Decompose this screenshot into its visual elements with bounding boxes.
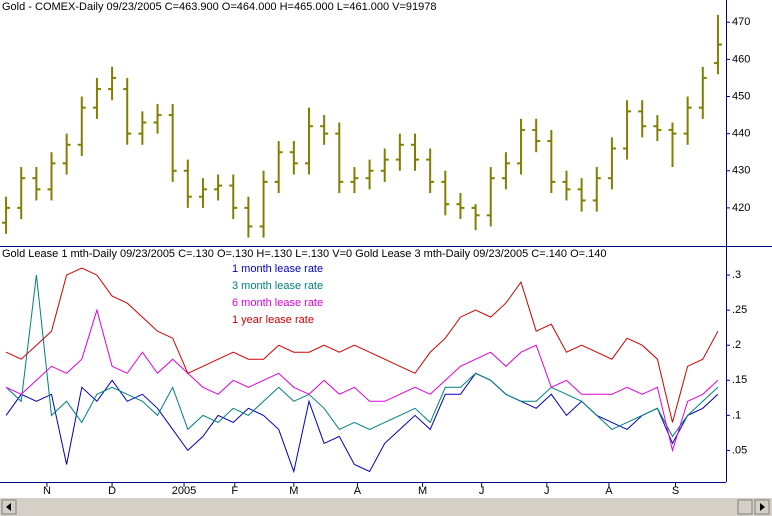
series-line <box>5 267 719 423</box>
y-tick-label: .05 <box>732 444 747 456</box>
legend-label: 1 year lease rate <box>232 314 314 326</box>
legend-label: 1 month lease rate <box>232 263 323 275</box>
series-line <box>5 372 719 474</box>
y-tick-label: .3 <box>732 269 741 281</box>
x-tick-label: J <box>544 485 550 497</box>
y-tick-label: 430 <box>732 165 750 177</box>
x-tick-label: M <box>289 485 298 497</box>
y-tick-label: .1 <box>732 409 741 421</box>
y-tick-label: .25 <box>732 304 747 316</box>
legend-label: 6 month lease rate <box>232 297 323 309</box>
scrollbar[interactable] <box>0 498 772 516</box>
y-tick-label: 470 <box>732 16 750 28</box>
chart-title: Gold Lease 1 mth-Daily 09/23/2005 C=.130… <box>2 248 607 260</box>
arrow-icon <box>760 503 765 511</box>
y-tick-label: 420 <box>732 202 750 214</box>
x-tick-label: 2005 <box>172 485 196 497</box>
x-tick-label: N <box>43 485 51 497</box>
scroll-thumb[interactable] <box>737 499 753 515</box>
y-tick-label: .2 <box>732 339 741 351</box>
x-tick-label: A <box>605 485 613 497</box>
x-tick-label: M <box>418 485 427 497</box>
x-tick-label: F <box>231 485 238 497</box>
y-tick-label: .15 <box>732 374 747 386</box>
series-line <box>5 275 719 438</box>
y-tick-label: 450 <box>732 90 750 102</box>
x-tick-label: S <box>672 485 679 497</box>
arrow-icon <box>6 503 11 511</box>
x-tick-label: J <box>479 485 485 497</box>
x-tick-label: D <box>108 485 116 497</box>
series-line <box>5 308 719 453</box>
x-tick-label: A <box>354 485 362 497</box>
chart-title: Gold - COMEX-Daily 09/23/2005 C=463.900 … <box>2 1 437 13</box>
y-tick-label: 460 <box>732 53 750 65</box>
y-tick-label: 440 <box>732 128 750 140</box>
legend-label: 3 month lease rate <box>232 280 323 292</box>
